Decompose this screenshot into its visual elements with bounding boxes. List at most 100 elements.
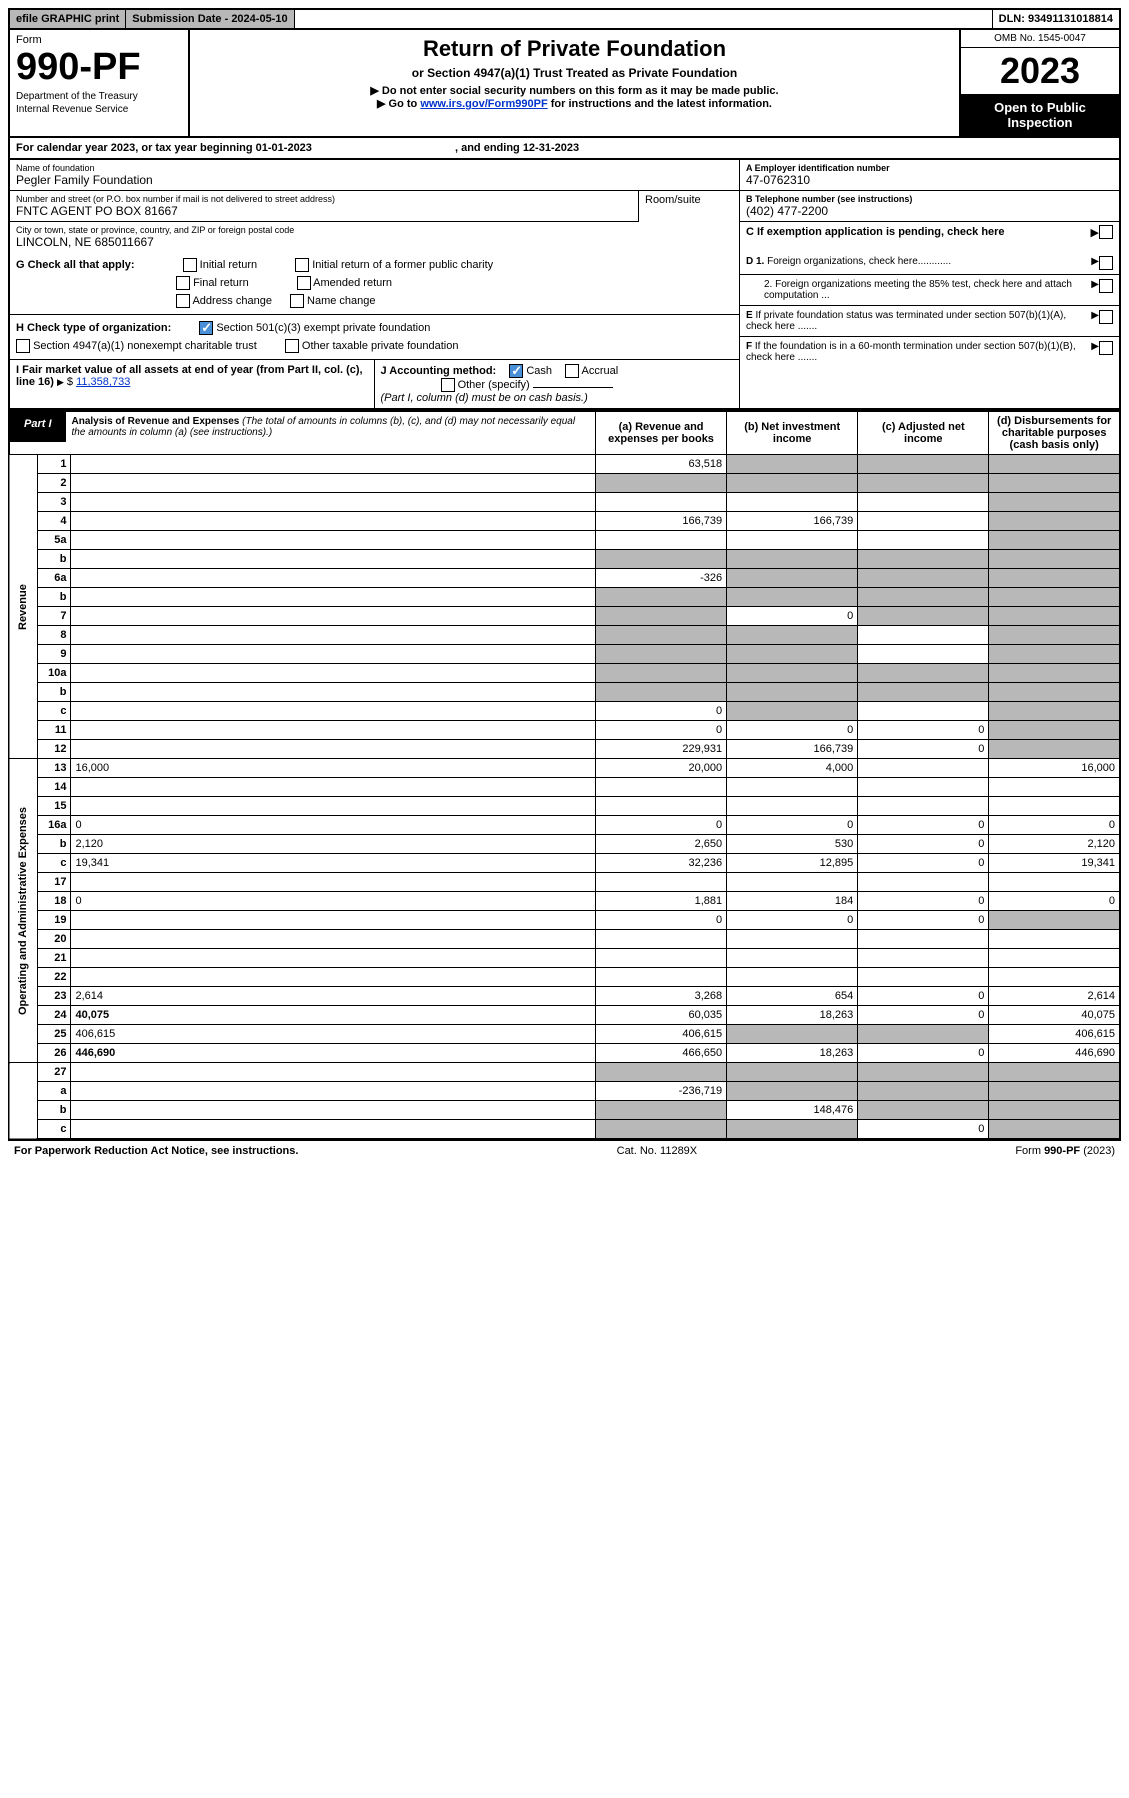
cell-b bbox=[727, 493, 858, 512]
instr-pre: ▶ Go to bbox=[377, 98, 420, 110]
cell-d: 19,341 bbox=[989, 854, 1120, 873]
cal-year-begin: For calendar year 2023, or tax year begi… bbox=[16, 142, 312, 154]
c-checkbox[interactable] bbox=[1099, 225, 1113, 239]
row-number: 2 bbox=[38, 474, 71, 493]
i-fmv-link[interactable]: 11,358,733 bbox=[76, 376, 130, 388]
chk-e[interactable] bbox=[1099, 310, 1113, 324]
cell-b bbox=[727, 702, 858, 721]
row-number: b bbox=[38, 588, 71, 607]
col-d-header: (d) Disbursements for charitable purpose… bbox=[989, 411, 1120, 455]
table-row: 20 bbox=[9, 930, 1120, 949]
table-row: 21 bbox=[9, 949, 1120, 968]
chk-other-method[interactable] bbox=[441, 378, 455, 392]
cell-c bbox=[858, 797, 989, 816]
efile-print-button[interactable]: efile GRAPHIC print bbox=[10, 10, 126, 28]
cell-b bbox=[727, 930, 858, 949]
lbl-name-change: Name change bbox=[307, 295, 376, 307]
cell-c bbox=[858, 702, 989, 721]
table-row: b2,1202,65053002,120 bbox=[9, 835, 1120, 854]
foundation-address: FNTC AGENT PO BOX 81667 bbox=[16, 204, 178, 218]
cell-a: 60,035 bbox=[595, 1006, 726, 1025]
form-label: Form bbox=[16, 34, 182, 46]
cell-c bbox=[858, 474, 989, 493]
table-row: 232,6143,26865402,614 bbox=[9, 987, 1120, 1006]
cell-b bbox=[727, 797, 858, 816]
chk-4947[interactable] bbox=[16, 339, 30, 353]
row-number: 8 bbox=[38, 626, 71, 645]
cell-a: -236,719 bbox=[595, 1082, 726, 1101]
cell-d bbox=[989, 683, 1120, 702]
lbl-initial: Initial return bbox=[200, 259, 257, 271]
chk-amended[interactable] bbox=[297, 276, 311, 290]
page-footer: For Paperwork Reduction Act Notice, see … bbox=[8, 1140, 1121, 1161]
footer-right: Form 990-PF (2023) bbox=[1015, 1145, 1115, 1157]
chk-accrual[interactable] bbox=[565, 364, 579, 378]
cell-d bbox=[989, 911, 1120, 930]
table-row: 3 bbox=[9, 493, 1120, 512]
cell-b bbox=[727, 645, 858, 664]
chk-other-taxable[interactable] bbox=[285, 339, 299, 353]
instruction-ssn: ▶ Do not enter social security numbers o… bbox=[196, 84, 953, 97]
cell-c bbox=[858, 930, 989, 949]
cell-a: 466,650 bbox=[595, 1044, 726, 1063]
chk-501c3[interactable] bbox=[199, 321, 213, 335]
table-row: 11000 bbox=[9, 721, 1120, 740]
cell-d bbox=[989, 1120, 1120, 1140]
omb-number: OMB No. 1545-0047 bbox=[961, 30, 1119, 48]
i-label: I Fair market value of all assets at end… bbox=[16, 364, 363, 388]
row-description bbox=[71, 512, 596, 531]
row-description bbox=[71, 1101, 596, 1120]
cell-a: 63,518 bbox=[595, 455, 726, 474]
cell-b: 18,263 bbox=[727, 1044, 858, 1063]
cell-d: 2,614 bbox=[989, 987, 1120, 1006]
cell-b: 530 bbox=[727, 835, 858, 854]
arrow-icon bbox=[57, 376, 67, 388]
lbl-final: Final return bbox=[193, 277, 249, 289]
table-row: 12229,931166,7390 bbox=[9, 740, 1120, 759]
instr-post: for instructions and the latest informat… bbox=[548, 98, 772, 110]
chk-name[interactable] bbox=[290, 294, 304, 308]
cell-b bbox=[727, 531, 858, 550]
cell-b: 654 bbox=[727, 987, 858, 1006]
row-description bbox=[71, 569, 596, 588]
cell-c bbox=[858, 968, 989, 987]
chk-final[interactable] bbox=[176, 276, 190, 290]
table-row: c0 bbox=[9, 702, 1120, 721]
arrow-icon bbox=[1091, 341, 1099, 363]
open-public-badge: Open to Public Inspection bbox=[961, 94, 1119, 136]
chk-f[interactable] bbox=[1099, 341, 1113, 355]
cell-d: 2,120 bbox=[989, 835, 1120, 854]
cell-c bbox=[858, 683, 989, 702]
row-description bbox=[71, 607, 596, 626]
cell-b bbox=[727, 1063, 858, 1082]
cell-c bbox=[858, 607, 989, 626]
table-row: 1801,88118400 bbox=[9, 892, 1120, 911]
cell-d: 0 bbox=[989, 816, 1120, 835]
cell-a: 0 bbox=[595, 816, 726, 835]
form990pf-link[interactable]: www.irs.gov/Form990PF bbox=[420, 98, 547, 110]
chk-initial-former[interactable] bbox=[295, 258, 309, 272]
row-description bbox=[71, 626, 596, 645]
e-label: If private foundation status was termina… bbox=[746, 310, 1066, 332]
cell-a: 0 bbox=[595, 702, 726, 721]
chk-initial[interactable] bbox=[183, 258, 197, 272]
row-number: 26 bbox=[38, 1044, 71, 1063]
arrow-icon bbox=[1091, 256, 1099, 270]
table-row: b bbox=[9, 550, 1120, 569]
chk-cash[interactable] bbox=[509, 364, 523, 378]
cell-c bbox=[858, 531, 989, 550]
cell-d bbox=[989, 512, 1120, 531]
chk-d1[interactable] bbox=[1099, 256, 1113, 270]
cell-d: 446,690 bbox=[989, 1044, 1120, 1063]
col-b-header: (b) Net investment income bbox=[727, 411, 858, 455]
chk-d2[interactable] bbox=[1099, 279, 1113, 293]
foundation-info: Name of foundation Pegler Family Foundat… bbox=[8, 160, 1121, 252]
row-number: 5a bbox=[38, 531, 71, 550]
part1-title: Analysis of Revenue and Expenses bbox=[72, 416, 240, 427]
cell-a: 1,881 bbox=[595, 892, 726, 911]
lbl-address: Address change bbox=[192, 295, 272, 307]
row-description: 19,341 bbox=[71, 854, 596, 873]
cell-a: 32,236 bbox=[595, 854, 726, 873]
cell-a: 406,615 bbox=[595, 1025, 726, 1044]
chk-address[interactable] bbox=[176, 294, 190, 308]
